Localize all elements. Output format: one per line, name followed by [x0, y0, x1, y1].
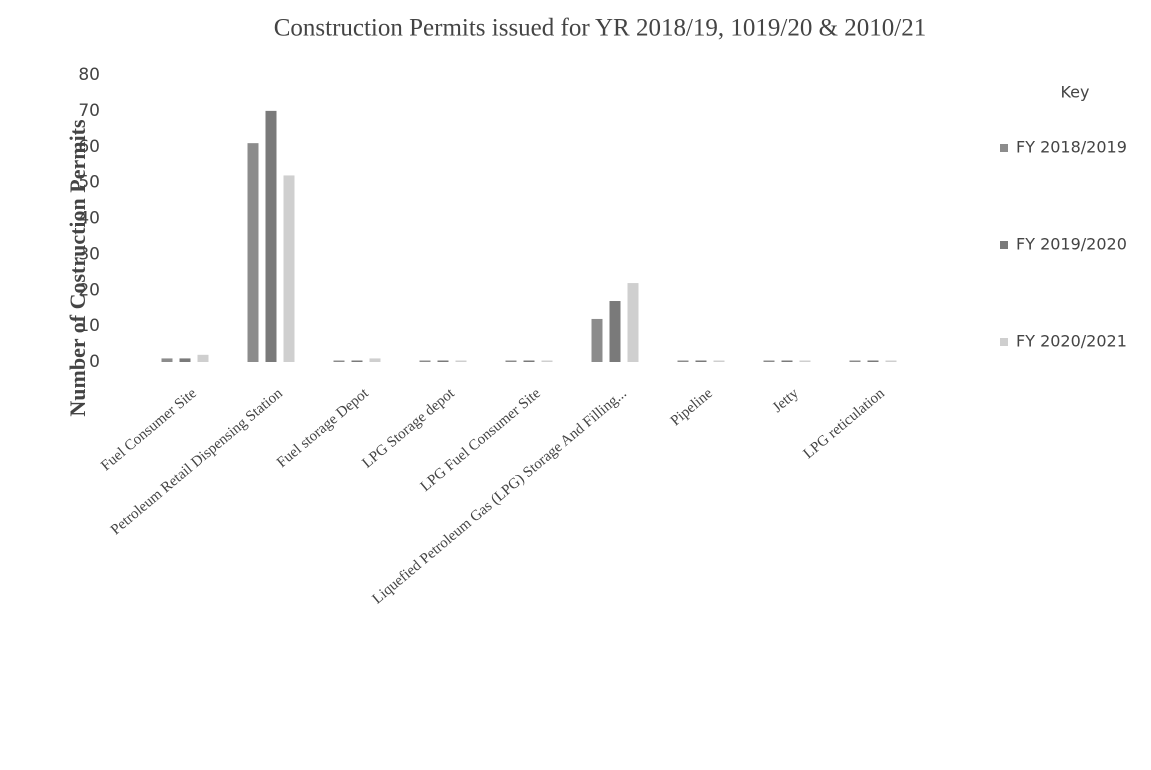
legend-title: Key [1060, 83, 1089, 102]
bar [505, 360, 517, 362]
x-tick-label: Fuel storage Depot [274, 385, 372, 471]
legend-swatch [1000, 241, 1008, 249]
x-tick-label: LPG reticulation [801, 385, 889, 462]
y-tick-label: 80 [78, 65, 100, 85]
bar [523, 360, 535, 362]
bar [677, 360, 689, 362]
bar [695, 360, 707, 362]
y-tick-label: 30 [78, 244, 100, 264]
y-tick-label: 70 [78, 101, 100, 121]
x-tick-label: LPG Storage depot [359, 385, 458, 472]
y-tick-label: 20 [78, 280, 100, 300]
y-tick-label: 10 [78, 316, 100, 336]
bar [197, 354, 209, 362]
bar [179, 358, 191, 362]
bar [247, 143, 259, 362]
bar [781, 360, 793, 362]
bar [333, 360, 345, 362]
y-tick-label: 40 [78, 209, 100, 229]
x-tick-label: Pipeline [668, 385, 716, 429]
bar [369, 358, 381, 362]
bar [763, 360, 775, 362]
bar [591, 318, 603, 362]
y-tick-label: 60 [78, 137, 100, 157]
chart-title: Construction Permits issued for YR 2018/… [274, 15, 927, 42]
legend-label: FY 2018/2019 [1016, 138, 1127, 157]
bar [161, 358, 173, 362]
bar [541, 360, 553, 362]
bar [265, 110, 277, 362]
y-axis-label: Number of Costruction Permits [65, 119, 90, 417]
y-tick-label: 0 [89, 352, 100, 372]
bar [867, 360, 879, 362]
x-tick-label: Petroleum Retail Dispensing Station [108, 385, 286, 538]
bar [351, 360, 363, 362]
bar [419, 360, 431, 362]
bar [437, 360, 449, 362]
legend-swatch [1000, 144, 1008, 152]
bar [283, 175, 295, 362]
bar [627, 283, 639, 362]
x-tick-label: Jetty [770, 385, 802, 416]
y-tick-label: 50 [78, 173, 100, 193]
bar [455, 360, 467, 362]
bar [609, 301, 621, 362]
bar [713, 360, 725, 362]
bar [849, 360, 861, 362]
bar [885, 360, 897, 362]
legend-swatch [1000, 338, 1008, 346]
legend-label: FY 2020/2021 [1016, 332, 1127, 351]
legend-label: FY 2019/2020 [1016, 235, 1127, 254]
bar [799, 360, 811, 362]
